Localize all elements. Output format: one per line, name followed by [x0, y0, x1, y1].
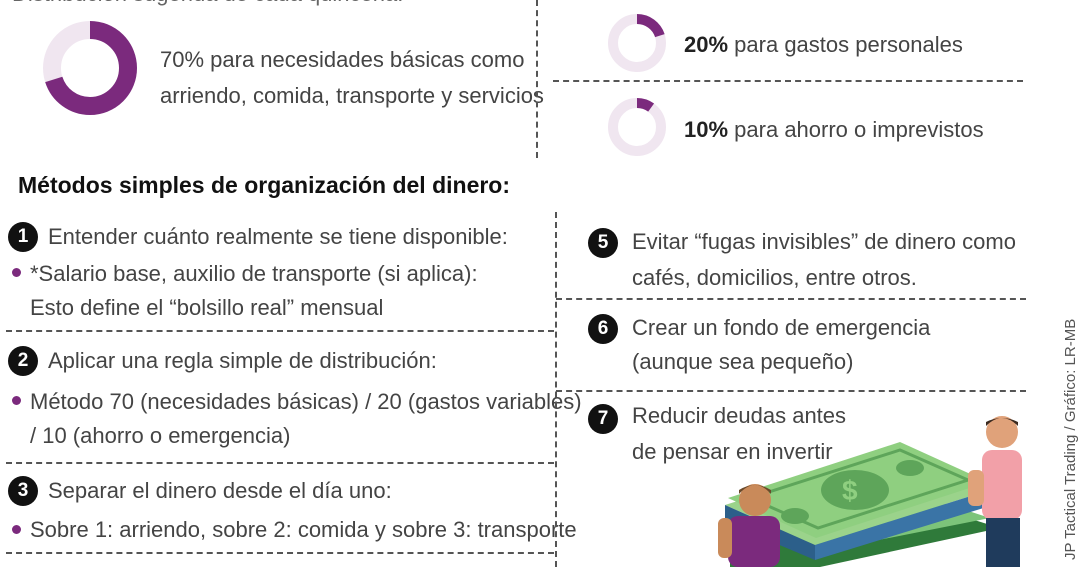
step-6-line2: (aunque sea pequeño) [632, 349, 854, 374]
donut-70-line2: arriendo, comida, transporte y servicios [160, 83, 544, 108]
step-2-extra: / 10 (ahorro o emergencia) [30, 423, 291, 448]
person-right [968, 416, 1022, 567]
donut-10-text: para ahorro o imprevistos [734, 117, 984, 142]
donut-20-caption: 20% para gastos personales [684, 29, 963, 61]
divider-right-1 [556, 298, 1026, 300]
step-3-number: 3 [8, 476, 38, 506]
section-title: Métodos simples de organización del dine… [18, 172, 511, 198]
divider-left-2 [6, 462, 554, 464]
donut-70-chart [43, 21, 137, 115]
svg-text:$: $ [842, 475, 858, 506]
step-6-line1: Crear un fondo de emergencia [632, 315, 931, 340]
step-6-number: 6 [588, 314, 618, 344]
divider-right-2 [556, 390, 1026, 392]
divider-vertical-top [536, 0, 538, 158]
donut-20-chart [608, 14, 666, 72]
step-1-number: 1 [8, 222, 38, 252]
top-cut-text: Distribución sugerida de cada quincena: [12, 0, 403, 10]
step-3-bullet-text: Sobre 1: arriendo, sobre 2: comida y sob… [30, 517, 577, 542]
step-2-bullet [12, 396, 21, 405]
step-1-bullet [12, 268, 21, 277]
step-1-extra: Esto define el “bolsillo real” mensual [30, 295, 384, 320]
step-5-number: 5 [588, 228, 618, 258]
step-5-line2: cafés, domicilios, entre otros. [632, 265, 917, 290]
step-5-line1: Evitar “fugas invisibles” de dinero como [632, 229, 1016, 254]
step-1-title: Entender cuánto realmente se tiene dispo… [48, 224, 508, 249]
donut-10-caption: 10% para ahorro o imprevistos [684, 114, 984, 146]
divider-left-1 [6, 330, 554, 332]
person-left [718, 484, 780, 567]
donut-10-chart [608, 98, 666, 156]
donut-20-bold: 20% [684, 32, 729, 57]
step-3-bullet [12, 525, 21, 534]
donut-70-line1: 70% para necesidades básicas como [160, 47, 525, 72]
donut-20-text: para gastos personales [734, 32, 963, 57]
step-7-line1: Reducir deudas antes [632, 403, 847, 428]
donut-70-arc [43, 21, 137, 115]
step-7-number: 7 [588, 404, 618, 434]
divider-donuts [553, 80, 1023, 82]
divider-vertical-bottom [555, 212, 557, 567]
step-7-line2: de pensar en invertir [632, 439, 833, 464]
donut-20-arc [608, 14, 666, 72]
step-1-bullet-text: *Salario base, auxilio de transporte (si… [30, 261, 478, 286]
step-2-title: Aplicar una regla simple de distribución… [48, 348, 437, 373]
donut-10-arc [608, 98, 666, 156]
step-2-number: 2 [8, 346, 38, 376]
money-stack-illustration: $ [718, 416, 1022, 567]
divider-left-3 [6, 552, 554, 554]
credit-text: JP Tactical Trading / Gráfico: LR-MB [1062, 318, 1079, 560]
step-3-title: Separar el dinero desde el día uno: [48, 478, 392, 503]
step-2-bullet-text: Método 70 (necesidades básicas) / 20 (ga… [30, 389, 582, 414]
donut-10-bold: 10% [684, 117, 729, 142]
